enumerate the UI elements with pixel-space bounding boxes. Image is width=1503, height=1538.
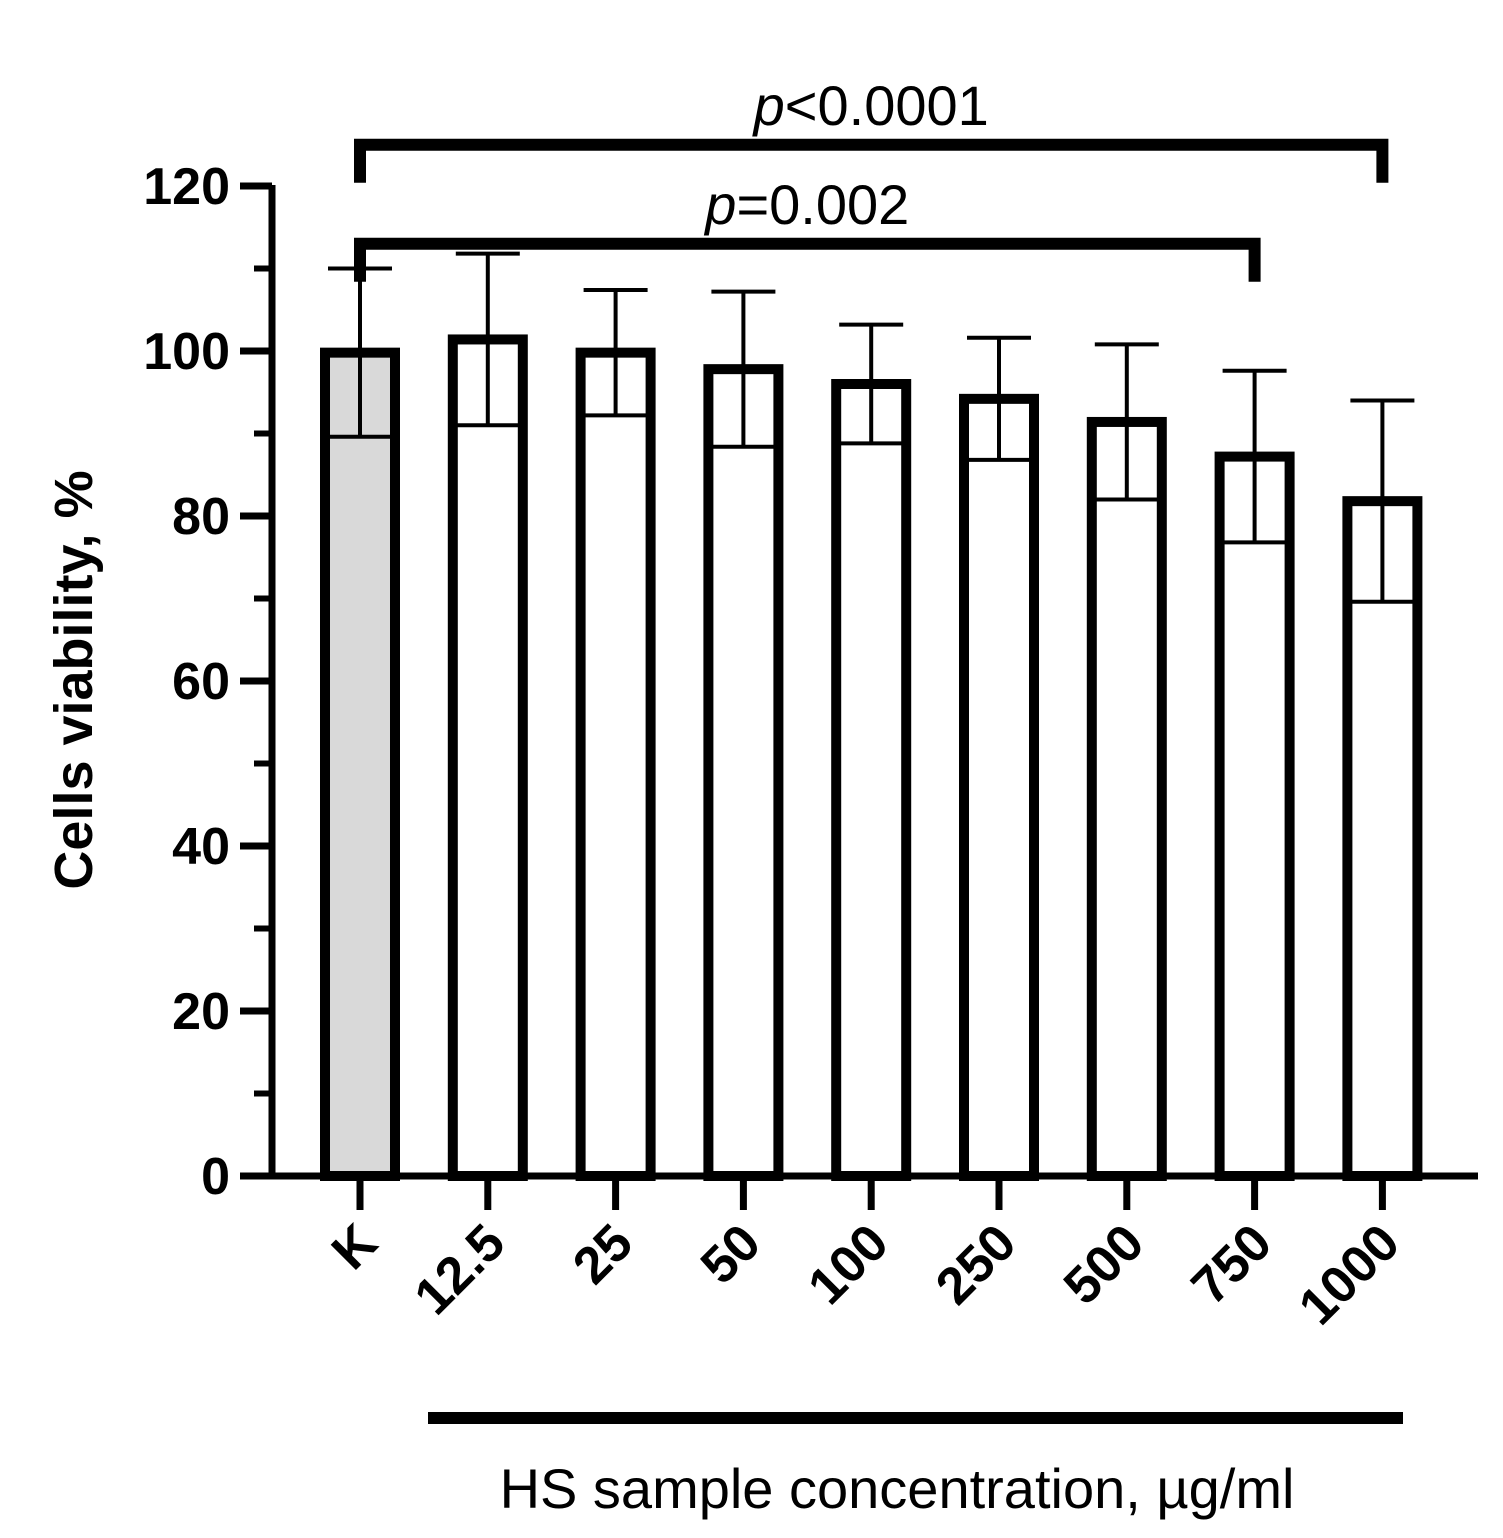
bar-25 — [575, 347, 656, 1181]
significance-value: <0.0001 — [785, 74, 989, 137]
bar-1000 — [1342, 496, 1423, 1181]
x-tick-label: 100 — [797, 1213, 899, 1315]
significance-p-symbol: p — [703, 173, 736, 236]
bars — [320, 251, 1423, 1182]
significance-label: p<0.0001 — [752, 74, 989, 137]
x-tick-label: 1000 — [1288, 1213, 1411, 1336]
x-tick-label: K — [321, 1213, 389, 1281]
x-tick-label: 12.5 — [404, 1213, 517, 1326]
bar-500 — [1086, 416, 1167, 1181]
x-tick-label: 50 — [690, 1213, 772, 1295]
y-tick-label: 120 — [143, 158, 230, 216]
significance-p-symbol: p — [752, 74, 785, 137]
x-tick-label: 25 — [562, 1213, 644, 1295]
y-tick-label: 20 — [172, 983, 230, 1041]
significance-bracket — [354, 138, 1389, 183]
bar-50 — [703, 364, 784, 1181]
y-tick-label: 80 — [172, 488, 230, 546]
significance-bracket — [354, 237, 1261, 282]
significance-label: p=0.002 — [703, 173, 909, 236]
bar-250 — [959, 393, 1039, 1182]
y-tick-label: 0 — [201, 1148, 230, 1206]
x-tick-label: 500 — [1053, 1213, 1155, 1315]
y-axis: 0 20 40 60 80 100 120 — [143, 158, 276, 1206]
bar-750 — [1214, 451, 1295, 1182]
x-axis: K 12.5 25 50 100 250 500 750 1000 — [240, 1172, 1478, 1336]
significance-value: =0.002 — [736, 173, 909, 236]
bar-100 — [831, 379, 912, 1181]
bar-K — [320, 347, 400, 1181]
bar-12.5 — [447, 334, 528, 1181]
y-axis-label: Cells viability, % — [44, 470, 104, 889]
x-axis-label: HS sample concentration, µg/ml — [500, 1457, 1295, 1520]
x-tick-label: 250 — [925, 1213, 1027, 1315]
y-tick-label: 40 — [172, 818, 230, 876]
y-tick-label: 60 — [172, 653, 230, 711]
x-tick-label: 750 — [1181, 1213, 1283, 1315]
y-tick-label: 100 — [143, 323, 230, 381]
